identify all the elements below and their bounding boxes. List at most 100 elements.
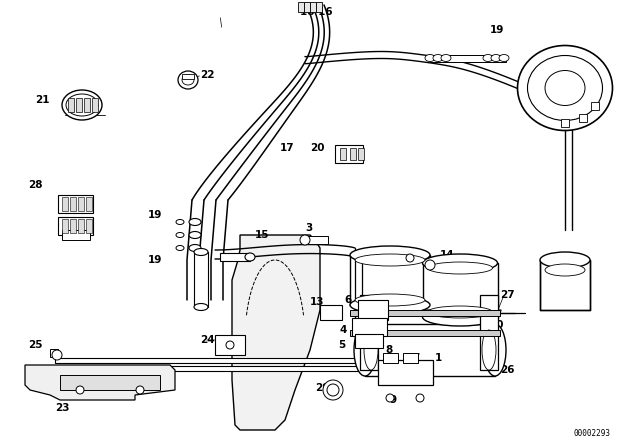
- Text: 18 16: 18 16: [300, 7, 333, 17]
- Text: 7: 7: [412, 353, 419, 363]
- Bar: [70, 219, 76, 233]
- Text: 29: 29: [315, 383, 330, 393]
- Circle shape: [406, 254, 414, 262]
- Ellipse shape: [483, 55, 493, 61]
- Text: 9: 9: [390, 395, 397, 405]
- Circle shape: [327, 384, 339, 396]
- Bar: [335, 145, 363, 163]
- Ellipse shape: [441, 55, 451, 61]
- Bar: [68, 98, 74, 112]
- Text: 25: 25: [28, 340, 42, 350]
- Text: 13: 13: [310, 297, 324, 307]
- Text: 22: 22: [200, 70, 214, 80]
- Ellipse shape: [428, 262, 493, 274]
- Circle shape: [425, 260, 435, 270]
- Circle shape: [323, 380, 343, 400]
- Bar: [360, 295, 378, 370]
- Text: 11: 11: [405, 250, 419, 260]
- Bar: [438, 55, 498, 62]
- Bar: [298, 2, 304, 12]
- Bar: [304, 2, 310, 12]
- Text: 26: 26: [500, 365, 515, 375]
- Text: 12: 12: [480, 305, 495, 315]
- Bar: [55, 358, 475, 363]
- Bar: [78, 197, 84, 211]
- Bar: [182, 74, 194, 79]
- Bar: [350, 148, 356, 160]
- Text: 1: 1: [435, 353, 442, 363]
- Text: 14: 14: [440, 250, 454, 260]
- Ellipse shape: [425, 55, 435, 61]
- Ellipse shape: [545, 264, 585, 276]
- Circle shape: [386, 394, 394, 402]
- Bar: [308, 236, 328, 244]
- Text: 19: 19: [148, 255, 163, 265]
- Ellipse shape: [189, 219, 201, 225]
- Bar: [383, 353, 398, 363]
- Bar: [86, 219, 92, 233]
- Bar: [58, 195, 93, 213]
- Bar: [62, 230, 90, 240]
- Bar: [591, 102, 599, 109]
- Text: 21: 21: [35, 95, 49, 105]
- Text: 15: 15: [255, 230, 269, 240]
- Ellipse shape: [176, 220, 184, 224]
- Bar: [579, 114, 586, 122]
- Ellipse shape: [350, 246, 430, 264]
- Text: 23: 23: [55, 403, 70, 413]
- Bar: [540, 260, 590, 310]
- Bar: [310, 2, 316, 12]
- Ellipse shape: [433, 55, 443, 61]
- Ellipse shape: [499, 55, 509, 61]
- Circle shape: [416, 394, 424, 402]
- Bar: [350, 310, 500, 316]
- Circle shape: [52, 350, 62, 360]
- Bar: [76, 98, 82, 112]
- Ellipse shape: [245, 253, 255, 261]
- Ellipse shape: [355, 254, 425, 266]
- Bar: [78, 219, 84, 233]
- Bar: [378, 360, 433, 385]
- Ellipse shape: [66, 94, 98, 116]
- Ellipse shape: [189, 232, 201, 238]
- Polygon shape: [25, 365, 175, 400]
- Bar: [358, 300, 388, 320]
- Ellipse shape: [422, 254, 497, 272]
- Circle shape: [226, 341, 234, 349]
- Ellipse shape: [540, 252, 590, 268]
- Bar: [340, 148, 346, 160]
- Ellipse shape: [491, 55, 501, 61]
- Text: 6: 6: [344, 295, 351, 305]
- Polygon shape: [232, 235, 320, 430]
- Text: 17: 17: [280, 143, 294, 153]
- Bar: [60, 375, 160, 390]
- Bar: [320, 305, 342, 320]
- Bar: [70, 197, 76, 211]
- Text: 24: 24: [200, 335, 214, 345]
- Ellipse shape: [355, 294, 425, 306]
- Bar: [215, 335, 245, 355]
- Bar: [350, 330, 500, 336]
- Ellipse shape: [194, 303, 208, 310]
- Bar: [55, 366, 475, 371]
- Bar: [62, 219, 68, 233]
- Bar: [358, 148, 364, 160]
- Bar: [84, 98, 90, 112]
- Text: 27: 27: [500, 290, 515, 300]
- Ellipse shape: [364, 330, 378, 370]
- Bar: [355, 334, 383, 348]
- Text: 5: 5: [338, 340, 345, 350]
- Ellipse shape: [182, 75, 194, 85]
- Bar: [350, 255, 430, 305]
- Bar: [480, 295, 498, 370]
- Ellipse shape: [422, 308, 497, 326]
- Ellipse shape: [178, 71, 198, 89]
- Ellipse shape: [194, 249, 208, 255]
- Ellipse shape: [482, 330, 496, 370]
- Text: 19: 19: [148, 210, 163, 220]
- Ellipse shape: [527, 56, 602, 121]
- Bar: [86, 197, 92, 211]
- Bar: [430, 55, 490, 62]
- Ellipse shape: [518, 46, 612, 130]
- Circle shape: [300, 235, 310, 245]
